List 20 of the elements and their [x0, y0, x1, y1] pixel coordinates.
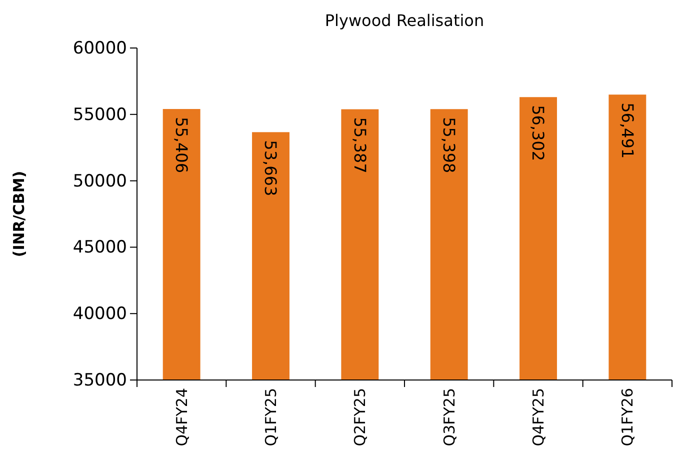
data-label: 56,491 — [618, 102, 637, 159]
x-tick-label: Q1FY25 — [262, 388, 280, 446]
data-label: 56,302 — [528, 105, 548, 162]
x-tick-label: Q4FY24 — [172, 388, 191, 446]
y-tick-label: 50000 — [72, 171, 127, 192]
x-tick-label: Q1FY26 — [618, 388, 637, 446]
x-tick-label: Q4FY25 — [530, 388, 548, 446]
y-tick-label: 40000 — [72, 304, 127, 324]
chart-title: Plywood Realisation — [324, 11, 484, 30]
y-tick-label: 35000 — [72, 370, 127, 390]
x-tick-label: Q3FY25 — [440, 388, 458, 446]
y-axis-title: (INR/CBM) — [10, 170, 28, 258]
data-label: 53,663 — [261, 140, 280, 196]
y-tick-label: 60000 — [72, 38, 127, 58]
data-label: 55,406 — [172, 117, 191, 173]
y-tick-label: 45000 — [72, 238, 127, 258]
x-tick-label: Q2FY25 — [351, 388, 370, 446]
y-tick-label: 55000 — [72, 104, 127, 125]
data-label: 55,387 — [350, 117, 370, 174]
data-label: 55,398 — [439, 117, 458, 174]
